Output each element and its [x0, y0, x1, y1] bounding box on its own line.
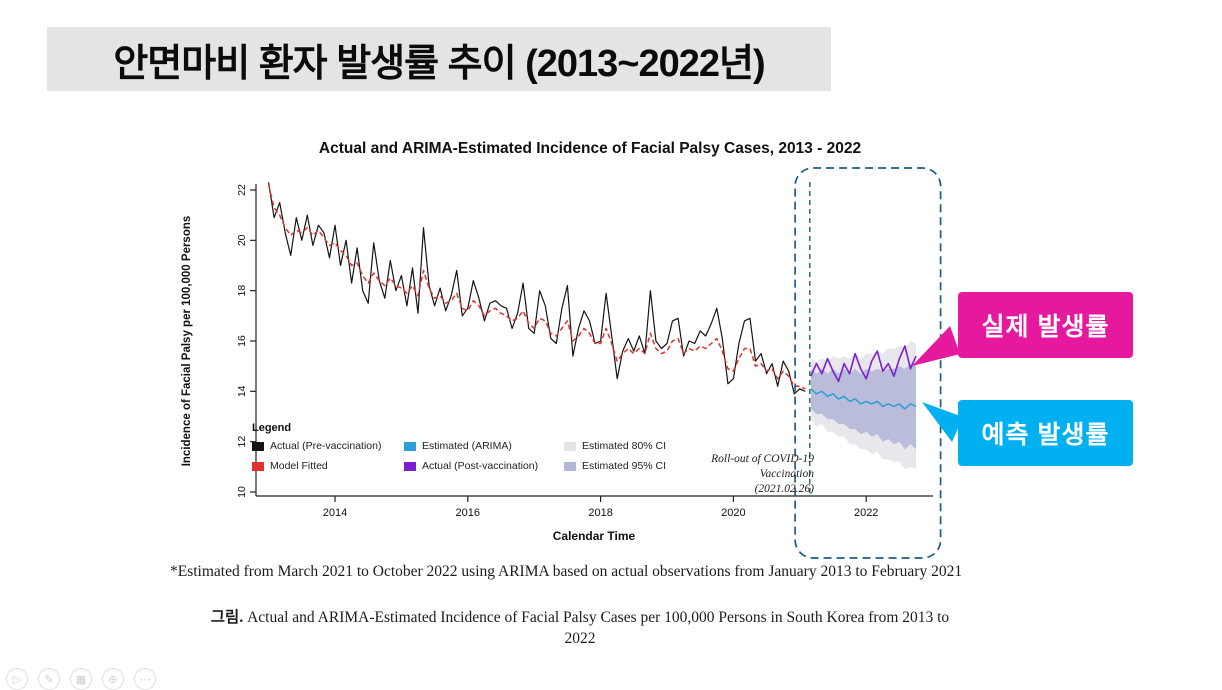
zoom-button[interactable]: ⊕ [102, 668, 124, 690]
legend-item: Actual (Post-vaccination) [404, 460, 564, 472]
legend-item: Actual (Pre-vaccination) [252, 440, 404, 452]
x-tick-label: 2014 [323, 507, 347, 519]
magnifier-icon: ⊕ [108, 673, 118, 686]
slides-overview-button[interactable]: ▦ [70, 668, 92, 690]
series-actual-post-vaccination [810, 345, 917, 383]
slide-title-bar: 안면마비 환자 발생률 추이 (2013~2022년) [47, 27, 831, 91]
more-options-button[interactable]: ⋯ [134, 668, 156, 690]
figure-caption-text: Actual and ARIMA-Estimated Incidence of … [247, 609, 950, 647]
predicted-incidence-callout: 예측 발생률 [958, 400, 1133, 466]
series-actual-pre-vaccination [268, 182, 806, 395]
figure-caption: 그림. Actual and ARIMA-Estimated Incidence… [195, 608, 965, 650]
legend-item: Estimated (ARIMA) [404, 440, 564, 452]
series-model-fitted [267, 184, 806, 390]
legend-items: Actual (Pre-vaccination) Estimated (ARIMA… [252, 440, 722, 472]
ellipsis-icon: ⋯ [139, 673, 151, 686]
actual-incidence-label: 실제 발생률 [981, 313, 1110, 341]
legend-swatch [564, 461, 576, 471]
x-axis-label: Calendar Time [552, 529, 636, 543]
legend-label: Actual (Pre-vaccination) [270, 440, 382, 452]
x-tick-label: 2018 [588, 507, 612, 519]
y-axis-label: Incidence of Facial Palsy per 100,000 Pe… [181, 215, 193, 467]
y-tick-label: 20 [236, 234, 248, 246]
legend-label: Estimated 80% CI [582, 440, 667, 452]
pen-icon: ✎ [44, 673, 54, 686]
predicted-incidence-label: 예측 발생률 [981, 421, 1110, 449]
vaccination-annotation: Roll-out of COVID-19 Vaccination (2021.0… [711, 453, 814, 495]
pen-button[interactable]: ✎ [38, 668, 60, 690]
footnote: *Estimated from March 2021 to October 20… [170, 563, 963, 580]
figure-caption-label: 그림. [210, 609, 244, 626]
y-tick-label: 14 [236, 385, 248, 397]
estimated-95-ci-band [810, 363, 916, 450]
legend-swatch [404, 441, 416, 451]
y-tick-label: 22 [236, 184, 248, 196]
chart-legend: Legend Actual (Pre-vaccination) Estimated… [252, 422, 722, 472]
y-tick-label: 10 [236, 486, 248, 498]
legend-title: Legend [252, 422, 292, 434]
legend-label: Model Fitted [270, 460, 328, 472]
chart: Actual and ARIMA-Estimated Incidence of … [168, 138, 978, 570]
grid-icon: ▦ [75, 673, 87, 686]
legend-swatch [404, 461, 416, 471]
legend-label: Actual (Post-vaccination) [422, 460, 539, 472]
chart-title: Actual and ARIMA-Estimated Incidence of … [318, 140, 862, 157]
x-tick-label: 2016 [456, 507, 480, 519]
presentation-toolbar: ▷ ✎ ▦ ⊕ ⋯ [6, 668, 156, 690]
legend-item: Estimated 80% CI [564, 440, 684, 452]
x-tick-label: 2020 [721, 507, 745, 519]
series-estimated-arima [810, 388, 917, 410]
legend-swatch [252, 441, 264, 451]
nav-arrow-icon: ▷ [12, 673, 22, 686]
legend-label: Estimated 95% CI [582, 460, 667, 472]
slide-title: 안면마비 환자 발생률 추이 (2013~2022년) [113, 42, 765, 85]
y-tick-label: 12 [236, 436, 248, 448]
legend-swatch [564, 441, 576, 451]
y-tick-label: 18 [236, 285, 248, 297]
x-tick-label: 2022 [854, 507, 878, 519]
legend-item: Estimated 95% CI [564, 460, 684, 472]
legend-swatch [252, 461, 264, 471]
y-tick-label: 16 [236, 335, 248, 347]
actual-incidence-callout: 실제 발생률 [958, 292, 1133, 358]
legend-item: Model Fitted [252, 460, 404, 472]
nav-button[interactable]: ▷ [6, 668, 28, 690]
legend-label: Estimated (ARIMA) [422, 440, 512, 452]
